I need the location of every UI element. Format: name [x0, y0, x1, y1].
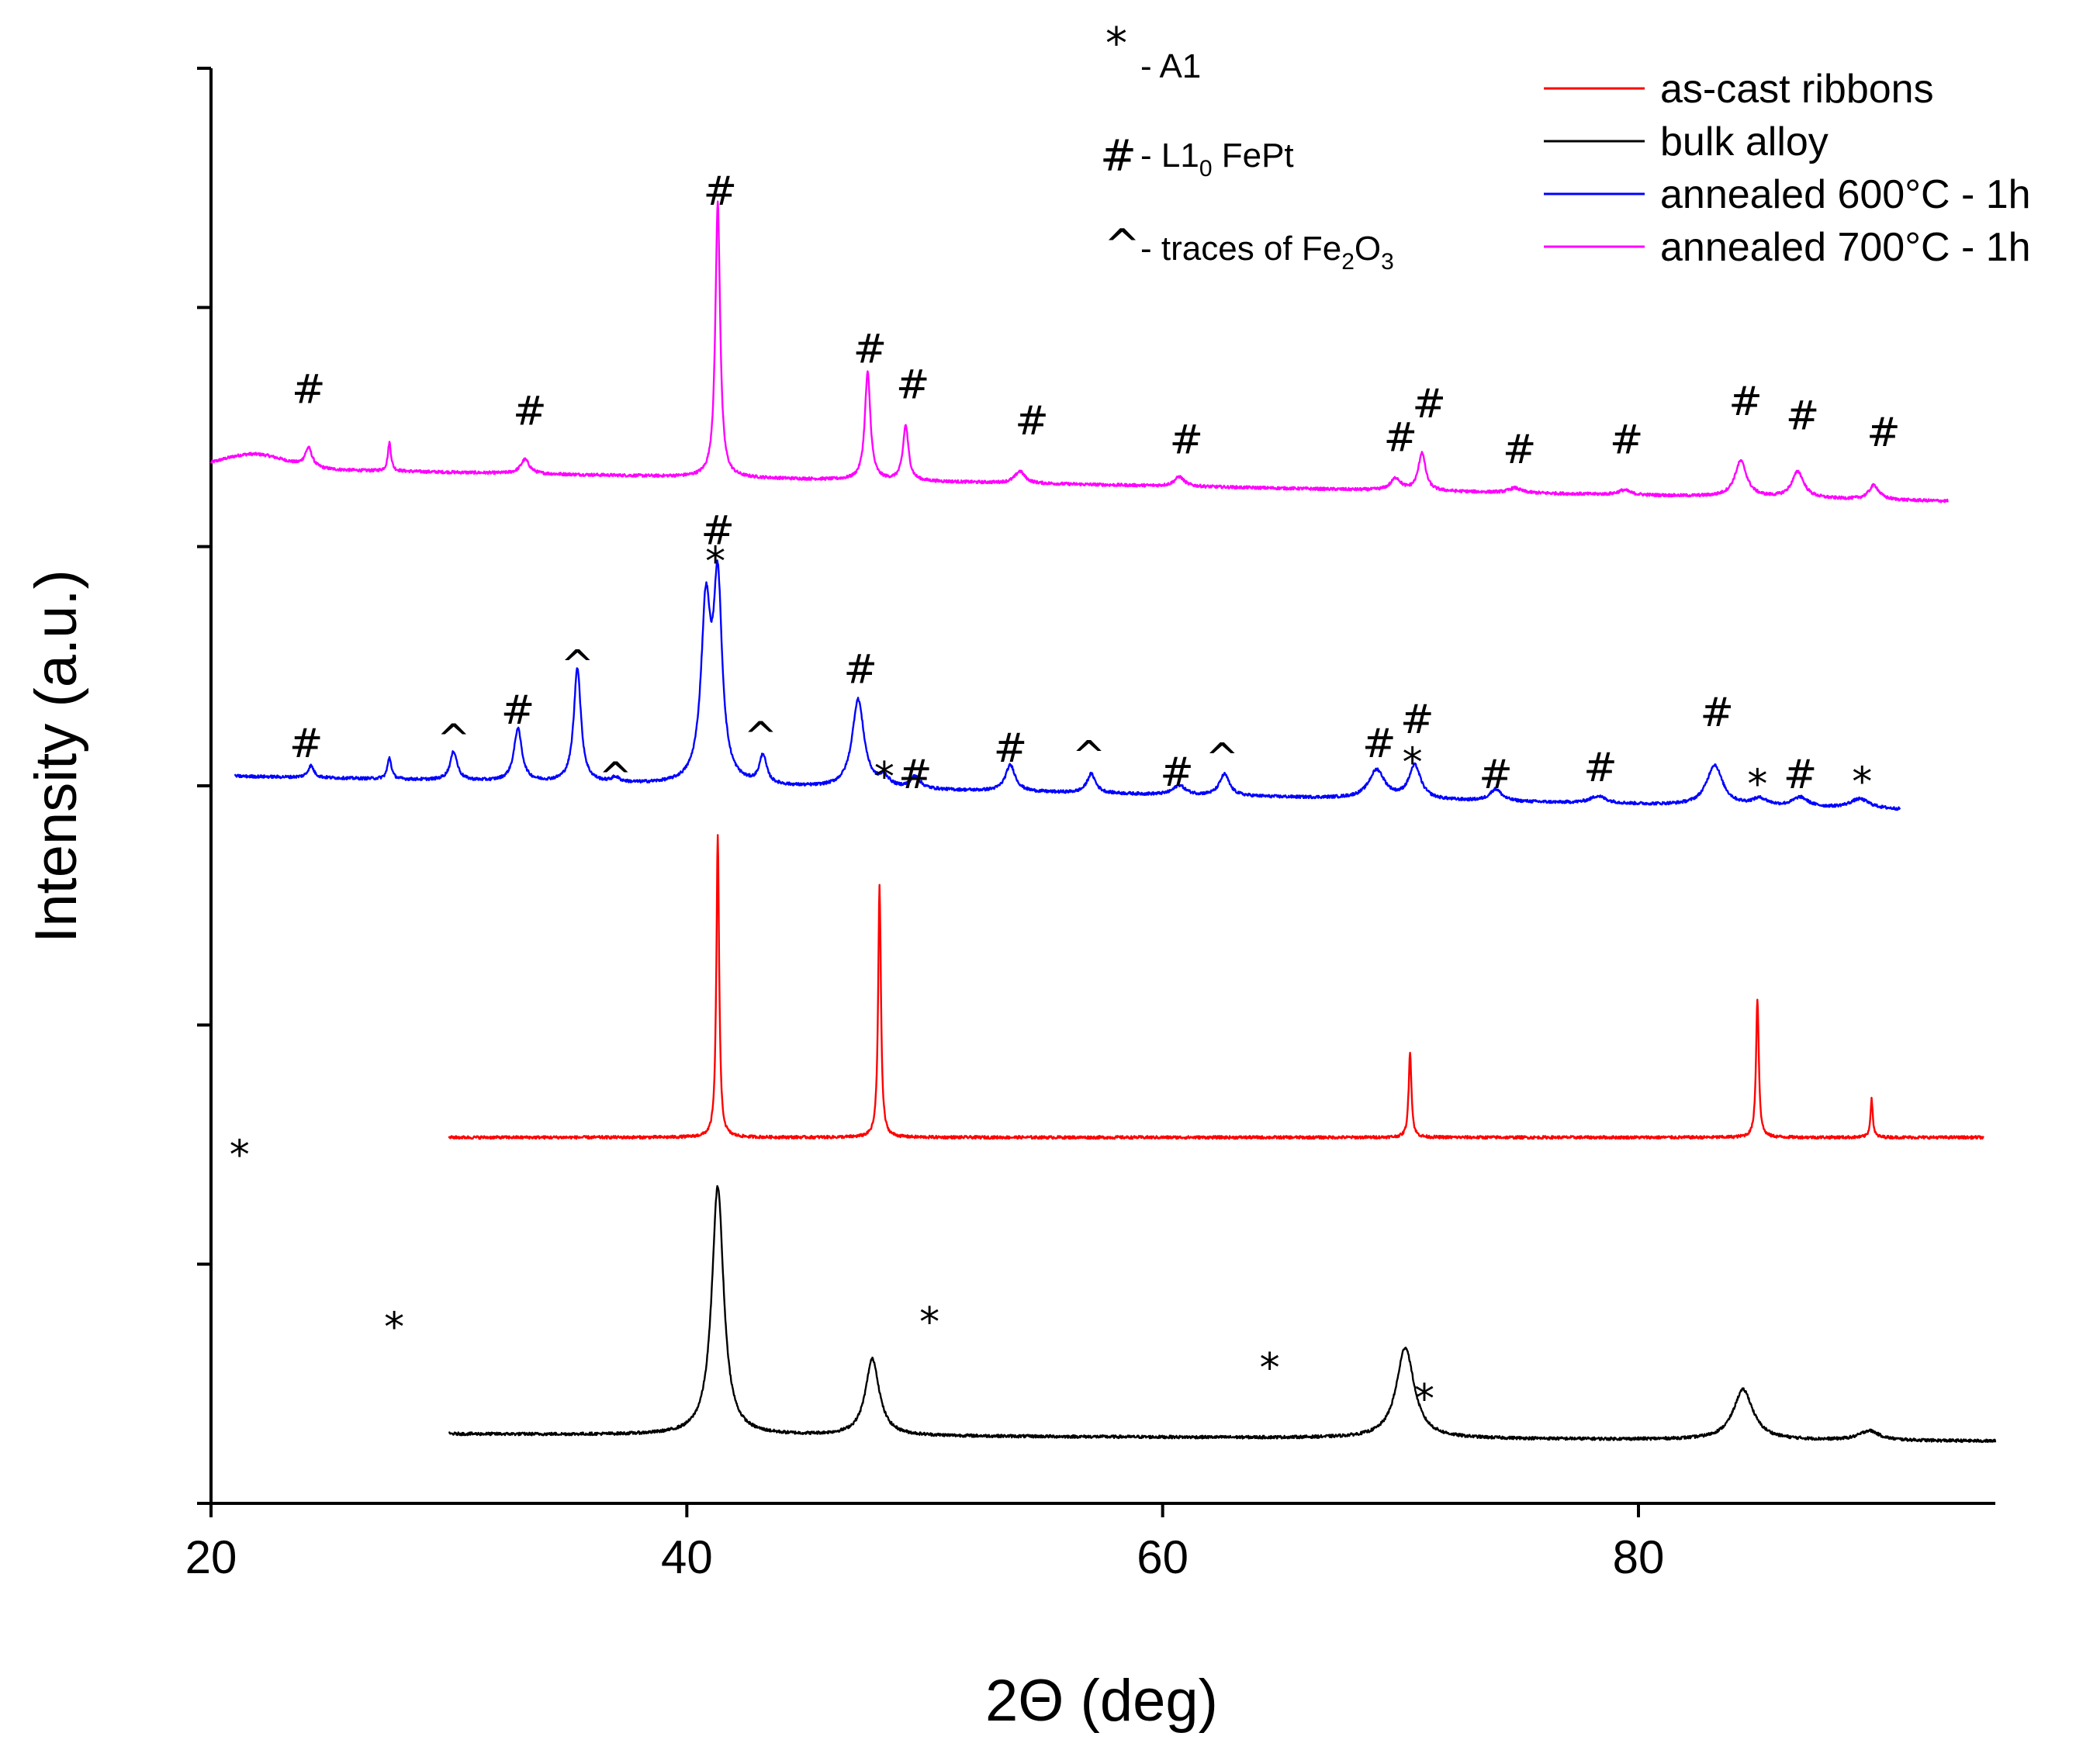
phase-key-a1-symbol: * — [1105, 19, 1127, 69]
peak-markers: # ##### # ### ## # ## ^#^^*#^#* ## ^ # ^ ##* # ##* # ***… — [230, 168, 1901, 1423]
peak-marker: # — [501, 687, 535, 734]
peak-marker: * — [1260, 1345, 1280, 1392]
legend: as-cast ribbons bulk alloy annealed 600°C … — [1544, 67, 2031, 270]
series-line-2 — [448, 834, 1984, 1140]
phase-key-fe2o3-main: - traces of Fe — [1140, 230, 1341, 268]
peak-marker: # — [898, 752, 932, 798]
peak-marker: # — [1400, 697, 1434, 743]
peak-marker: # — [843, 646, 877, 693]
peak-marker: * — [1403, 740, 1423, 787]
peak-marker: # — [1784, 752, 1818, 798]
peak-marker: # — [1412, 381, 1446, 427]
legend-label-1: bulk alloy — [1660, 119, 1829, 164]
phase-key-l10-symbol: # — [1100, 131, 1137, 182]
peak-marker: # — [703, 168, 737, 215]
peak-marker: # — [1503, 427, 1537, 473]
peak-marker: ^ — [1206, 735, 1240, 782]
peak-marker: * — [1852, 759, 1872, 805]
peak-marker: * — [230, 1132, 250, 1178]
peak-marker: ^ — [744, 714, 778, 760]
phase-key-fe2o3: ^ - traces of Fe2O3 — [1104, 220, 1394, 275]
x-tick-label: 20 — [185, 1531, 237, 1583]
peak-marker: # — [1479, 752, 1513, 798]
peak-marker: # — [1728, 379, 1763, 425]
legend-label-2: annealed 600°C - 1h — [1660, 172, 2031, 217]
phase-key-a1-label: - A1 — [1140, 47, 1201, 85]
phase-key-l10-main: - L1 — [1140, 137, 1199, 175]
phase-key-a1: * - A1 — [1105, 19, 1201, 85]
phase-key-l10-label: - L10 FePt — [1140, 137, 1294, 182]
peak-marker: # — [853, 326, 887, 372]
phase-key-l10: # - L10 FePt — [1100, 131, 1294, 182]
peak-marker: # — [1170, 417, 1204, 463]
peak-marker: # — [1362, 721, 1396, 767]
peak-marker: ^ — [560, 642, 594, 688]
series-line-3 — [448, 1185, 1997, 1444]
peak-marker: * — [919, 1299, 939, 1346]
peak-marker: * — [384, 1304, 404, 1351]
peak-marker: # — [1384, 414, 1418, 461]
x-tick-label: 40 — [661, 1531, 713, 1583]
peak-marker: # — [1583, 745, 1618, 791]
peak-marker: # — [1700, 690, 1734, 736]
peak-marker: ^ — [1072, 732, 1106, 779]
peak-marker: # — [289, 721, 324, 767]
peak-marker: ^ — [599, 754, 633, 801]
x-tick-label: 80 — [1613, 1531, 1665, 1583]
phase-key-fe2o3-sub2: 3 — [1381, 249, 1394, 275]
peak-marker: # — [896, 362, 930, 409]
peak-marker: # — [994, 725, 1028, 772]
peak-marker: # — [1786, 393, 1820, 440]
peak-marker: * — [874, 754, 894, 801]
peak-marker: # — [1867, 410, 1901, 456]
legend-label-3: annealed 700°C - 1h — [1660, 225, 2031, 270]
series-line-0 — [209, 200, 1949, 503]
legend-label-0: as-cast ribbons — [1660, 67, 1934, 112]
peak-marker: # — [292, 367, 326, 413]
peak-marker: ^ — [437, 716, 471, 763]
peak-marker: # — [1610, 417, 1644, 463]
phase-key-l10-sub: 0 — [1199, 156, 1213, 182]
peak-marker: # — [513, 388, 547, 434]
x-tick-label: 60 — [1137, 1531, 1189, 1583]
phase-key-l10-after: FePt — [1213, 137, 1294, 175]
peak-marker: * — [1747, 761, 1767, 808]
series-line-1 — [234, 559, 1901, 811]
peak-marker: * — [1414, 1376, 1434, 1423]
peak-marker: * — [705, 539, 725, 586]
y-axis-title: Intensity (a.u.) — [23, 569, 89, 943]
series-layer — [209, 200, 1997, 1444]
peak-marker: # — [1160, 749, 1194, 796]
peak-marker: # — [701, 508, 735, 555]
phase-key-fe2o3-symbol: ^ — [1104, 220, 1140, 271]
phase-key-fe2o3-mid: O — [1355, 230, 1381, 268]
phase-key-fe2o3-label: - traces of Fe2O3 — [1140, 230, 1394, 275]
phase-key: * - A1 # - L10 FePt ^ - traces of Fe2O3 — [1100, 19, 1394, 275]
peak-marker: # — [1015, 398, 1049, 444]
x-axis-title: 2Θ (deg) — [985, 1668, 1218, 1734]
axes: 20 40 60 80 — [185, 67, 1995, 1583]
phase-key-fe2o3-sub1: 2 — [1341, 249, 1355, 275]
